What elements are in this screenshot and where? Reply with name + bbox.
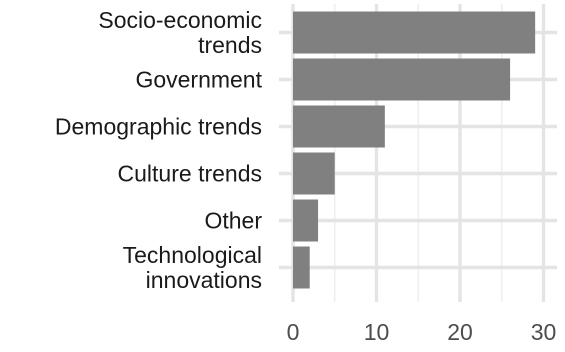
category-label: Technological: [123, 242, 262, 268]
category-label: innovations: [146, 267, 262, 293]
bar-4: [293, 152, 335, 195]
x-tick-label: 0: [287, 319, 300, 345]
category-label: Government: [135, 67, 262, 93]
bar-5: [293, 199, 319, 242]
category-label: Demographic trends: [55, 114, 262, 140]
category-label: trends: [198, 32, 262, 58]
bar-6: [293, 246, 310, 289]
category-label: Culture trends: [118, 161, 262, 187]
bars: [293, 11, 536, 289]
x-tick-labels: 0 10 20 30: [287, 319, 557, 345]
x-tick-label: 20: [447, 319, 473, 345]
x-tick-label: 30: [531, 319, 557, 345]
category-label: Socio-economic: [98, 7, 262, 33]
category-label: Other: [204, 208, 262, 234]
x-tick-label: 10: [364, 319, 390, 345]
bar-2: [293, 58, 511, 101]
bar-1: [293, 11, 536, 54]
bar-3: [293, 105, 385, 148]
